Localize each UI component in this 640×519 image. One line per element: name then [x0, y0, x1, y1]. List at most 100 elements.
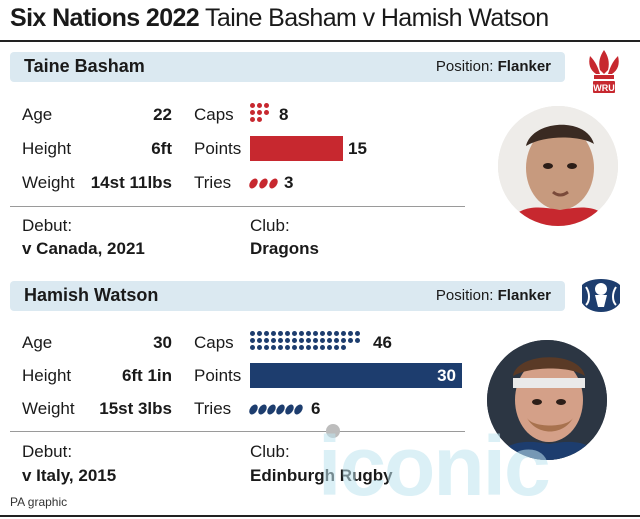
- wales-crest-text: WRU: [593, 83, 615, 93]
- cap-dot: [299, 331, 304, 336]
- player1-tries-label: Tries: [194, 173, 232, 192]
- player1-points-bar: [250, 136, 343, 161]
- player1-header-band: Taine Basham Position: Flanker: [10, 52, 565, 82]
- player2-weight-value: 15st 3lbs: [99, 399, 172, 418]
- player2-club-label: Club:: [250, 442, 290, 461]
- wales-feathers-crest-icon: WRU: [578, 44, 630, 96]
- cap-dot: [271, 345, 276, 350]
- cap-dot: [278, 338, 283, 343]
- cap-dot: [327, 345, 332, 350]
- cap-dot: [306, 338, 311, 343]
- player1-caps-dots: [250, 103, 274, 127]
- title-rest: Taine Basham v Hamish Watson: [205, 4, 549, 32]
- player1-name: Taine Basham: [24, 56, 145, 76]
- player1-caps-value: 8: [279, 105, 289, 124]
- player2-age-label: Age: [22, 333, 53, 352]
- cap-dot: [250, 331, 255, 336]
- player2-caps-value: 46: [373, 333, 392, 352]
- page-title: Six Nations 2022 Taine Basham v Hamish W…: [10, 4, 549, 33]
- player2-name: Hamish Watson: [24, 285, 159, 305]
- player2-points-bar: 30: [250, 363, 462, 388]
- player2-club-value: Edinburgh Rugby: [250, 466, 393, 485]
- cap-dot: [264, 345, 269, 350]
- cap-dot: [257, 345, 262, 350]
- player1-separator: [10, 206, 465, 207]
- cap-dot: [285, 345, 290, 350]
- cap-dot: [250, 345, 255, 350]
- cap-dot: [306, 331, 311, 336]
- player1-position-value: Flanker: [497, 58, 551, 75]
- cap-dot: [348, 331, 353, 336]
- player1-club-label: Club:: [250, 216, 290, 235]
- player1-photo: [498, 106, 618, 226]
- cap-dot: [341, 345, 346, 350]
- cap-dot: [341, 331, 346, 336]
- bottom-rule: [0, 515, 640, 517]
- player1-weight-label: Weight: [22, 173, 75, 192]
- carousel-dot: [326, 424, 340, 438]
- player2-height-value: 6ft 1in: [121, 366, 172, 385]
- cap-dot: [306, 345, 311, 350]
- player2-tries-value: 6: [311, 399, 321, 418]
- cap-dot: [285, 338, 290, 343]
- cap-dot: [264, 331, 269, 336]
- cap-dot: [313, 345, 318, 350]
- player2-caps-label: Caps: [194, 333, 234, 352]
- iconic-watermark: iconic: [318, 419, 551, 513]
- pa-credit: PA graphic: [10, 495, 68, 509]
- player2-points-value: 30: [437, 366, 456, 385]
- player2-position-value: Flanker: [497, 287, 551, 304]
- player1-points-label: Points: [194, 139, 242, 158]
- player1-caps-label: Caps: [194, 105, 234, 124]
- cap-dot: [299, 338, 304, 343]
- cap-dot: [257, 338, 262, 343]
- cap-dot: [327, 338, 332, 343]
- player1-weight-value: 14st 11lbs: [90, 173, 172, 192]
- cap-dot: [299, 345, 304, 350]
- top-rule: [0, 40, 640, 42]
- cap-dot: [320, 331, 325, 336]
- player1-age-value: 22: [153, 105, 172, 124]
- player2-debut-label: Debut:: [22, 442, 73, 461]
- player2-header-band: Hamish Watson Position: Flanker: [10, 281, 565, 311]
- player1-tries-balls: [247, 176, 282, 191]
- cap-dot: [313, 338, 318, 343]
- player2-tries-balls: [247, 402, 310, 417]
- player1-position-label: Position:: [435, 58, 494, 75]
- cap-dot: [271, 338, 276, 343]
- cap-dot: [320, 338, 325, 343]
- player1-height-label: Height: [22, 139, 72, 158]
- title-bold: Six Nations 2022: [10, 4, 200, 32]
- player2-tries-label: Tries: [194, 399, 232, 418]
- cap-dot: [278, 345, 283, 350]
- player2-position: Position: Flanker: [436, 287, 551, 304]
- cap-dot: [320, 345, 325, 350]
- cap-dot: [334, 331, 339, 336]
- scotland-thistle-crest-icon: [576, 273, 626, 319]
- cap-dot: [264, 338, 269, 343]
- cap-dot: [327, 331, 332, 336]
- cap-dot: [250, 338, 255, 343]
- cap-dot: [278, 331, 283, 336]
- cap-dot: [348, 338, 353, 343]
- player2-points-label: Points: [194, 366, 242, 385]
- player1-tries-value: 3: [284, 173, 294, 192]
- cap-dot: [355, 331, 360, 336]
- cap-dot: [271, 331, 276, 336]
- cap-dot: [341, 338, 346, 343]
- cap-dot: [292, 331, 297, 336]
- player2-debut-value: v Italy, 2015: [22, 466, 117, 485]
- cap-dot: [313, 331, 318, 336]
- cap-dot: [292, 338, 297, 343]
- player1-position: Position: Flanker: [436, 58, 551, 75]
- player2-weight-label: Weight: [22, 399, 75, 418]
- cap-dot: [257, 331, 262, 336]
- cap-dot: [334, 345, 339, 350]
- cap-dot: [285, 331, 290, 336]
- player1-debut-label: Debut:: [22, 216, 73, 235]
- player2-caps-dots: [250, 331, 370, 353]
- player2-separator: [10, 431, 465, 432]
- player2-position-label: Position:: [435, 287, 494, 304]
- player2-height-label: Height: [22, 366, 72, 385]
- player1-age-label: Age: [22, 105, 53, 124]
